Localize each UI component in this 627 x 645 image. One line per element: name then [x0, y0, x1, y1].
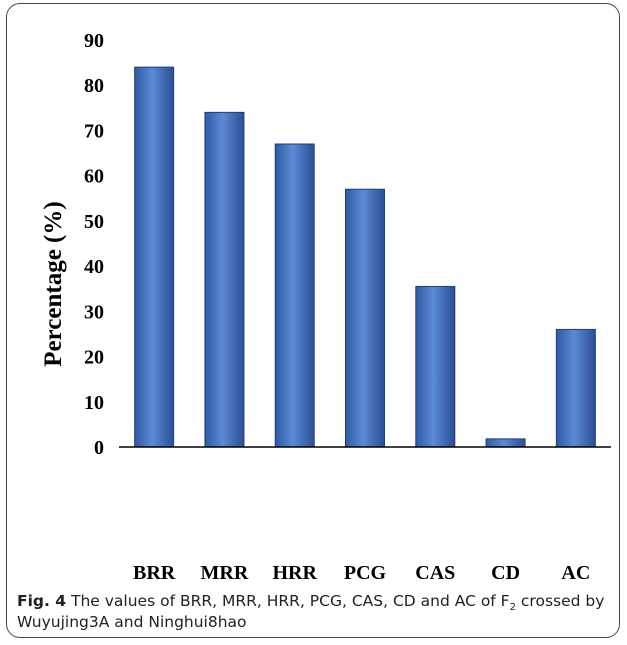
caption-text: The values of BRR, MRR, HRR, PCG, CAS, C…: [66, 592, 510, 610]
y-tick-label: 90: [84, 30, 104, 52]
y-tick-label: 20: [84, 347, 104, 369]
figure-caption: Fig. 4 The values of BRR, MRR, HRR, PCG,…: [17, 591, 617, 633]
bars: [134, 66, 596, 448]
y-axis-ticks: 0 10 20 30 40 50 60 70 80 90: [84, 30, 104, 459]
figure-frame: Percentage (%) 0 10 20 30 40 50 60 70 80 90 BRR MR…: [6, 3, 620, 638]
bar-pcg: [345, 188, 385, 448]
bar-hrr: [274, 143, 315, 448]
bar-mrr: [204, 111, 245, 448]
bar-cd: [485, 438, 526, 448]
bar-cas: [415, 285, 456, 448]
y-tick-label: 60: [84, 166, 104, 188]
bar-ac: [555, 328, 596, 448]
y-tick-label: 70: [84, 120, 104, 142]
y-axis-label: Percentage (%): [40, 201, 67, 366]
x-tick-label: AC: [561, 562, 590, 584]
y-tick-label: 80: [84, 75, 104, 97]
x-tick-label: CAS: [415, 562, 455, 584]
x-tick-label: BRR: [133, 562, 176, 584]
y-tick-label: 30: [84, 301, 104, 323]
x-axis-ticks: BRR MRR HRR PCG CAS CD AC: [133, 562, 590, 584]
y-tick-label: 40: [84, 256, 104, 278]
x-tick-label: MRR: [201, 562, 249, 584]
y-tick-label: 50: [84, 211, 104, 233]
bar-chart: Percentage (%) 0 10 20 30 40 50 60 70 80 90 BRR MR…: [40, 30, 611, 584]
caption-text-end: crossed by Wuyujing3A and Ninghui8hao: [17, 592, 605, 631]
x-tick-label: PCG: [344, 562, 387, 584]
y-tick-label: 10: [84, 392, 104, 414]
y-tick-label: 0: [94, 437, 104, 459]
caption-subscript: 2: [509, 602, 516, 614]
x-tick-label: HRR: [272, 562, 317, 584]
bar-brr: [134, 66, 175, 448]
x-tick-label: CD: [491, 562, 520, 584]
caption-label: Fig. 4: [17, 592, 67, 610]
